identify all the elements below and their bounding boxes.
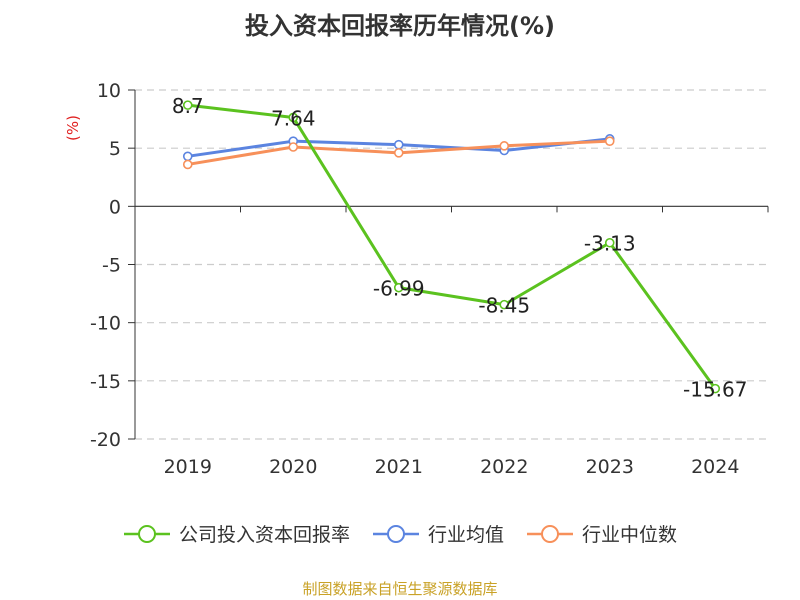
legend-marker-icon bbox=[123, 524, 170, 543]
data-point-2 bbox=[182, 159, 193, 170]
x-tick-label: 2020 bbox=[269, 456, 317, 478]
x-tick-label: 2022 bbox=[480, 456, 528, 478]
data-label: -6.99 bbox=[373, 277, 425, 301]
x-tick-label: 2021 bbox=[375, 456, 423, 478]
legend-item[interactable]: 公司投入资本回报率 bbox=[123, 520, 350, 547]
data-label: 8.7 bbox=[172, 94, 204, 118]
legend-marker-icon bbox=[372, 524, 419, 543]
data-point-0 bbox=[499, 299, 510, 310]
y-tick-label: -15 bbox=[90, 371, 121, 393]
y-tick-label: 0 bbox=[109, 196, 121, 218]
data-label: -8.45 bbox=[478, 294, 530, 318]
y-tick-label: 10 bbox=[97, 80, 121, 102]
legend-item[interactable]: 行业均值 bbox=[372, 520, 504, 547]
data-label: -3.13 bbox=[584, 232, 636, 256]
y-tick-label: -10 bbox=[90, 313, 121, 335]
data-point-2 bbox=[288, 142, 299, 152]
legend-label: 公司投入资本回报率 bbox=[178, 524, 350, 546]
legend-label: 行业中位数 bbox=[582, 524, 678, 546]
x-tick-label: 2024 bbox=[691, 456, 739, 478]
data-point-1 bbox=[393, 139, 404, 150]
data-point-1 bbox=[182, 151, 193, 162]
y-tick-label: -5 bbox=[102, 255, 121, 277]
legend-marker-icon bbox=[527, 524, 573, 543]
y-tick-label: -20 bbox=[90, 429, 121, 451]
source-note: 制图数据来自恒生聚源数据库 bbox=[302, 580, 498, 598]
line-chart: 10 5 0 -5 -10 -15 -20 2019 2020 2021 2022 2023 2024 (… bbox=[64, 80, 769, 478]
data-point-2 bbox=[393, 148, 404, 158]
data-point-0 bbox=[393, 282, 404, 293]
data-point-0 bbox=[182, 100, 193, 110]
legend-item[interactable]: 行业中位数 bbox=[526, 520, 677, 547]
data-point-0 bbox=[604, 237, 615, 248]
data-point-2 bbox=[499, 141, 510, 151]
y-tick-label: 5 bbox=[109, 138, 121, 160]
y-axis-label: (%) bbox=[64, 115, 82, 141]
x-tick-label: 2019 bbox=[164, 456, 212, 478]
data-point-0 bbox=[710, 383, 721, 394]
data-point-0 bbox=[288, 112, 299, 123]
data-label: 7.64 bbox=[271, 106, 316, 130]
data-label: -15.67 bbox=[683, 378, 747, 402]
legend: 公司投入资本回报率 行业均值 行业中位数 bbox=[0, 520, 800, 547]
chart-title: 投入资本回报率历年情况(%) bbox=[245, 12, 555, 40]
series-line-0 bbox=[187, 103, 717, 390]
legend-label: 行业均值 bbox=[427, 524, 504, 546]
data-point-2 bbox=[604, 136, 615, 146]
x-tick-label: 2023 bbox=[586, 456, 634, 478]
